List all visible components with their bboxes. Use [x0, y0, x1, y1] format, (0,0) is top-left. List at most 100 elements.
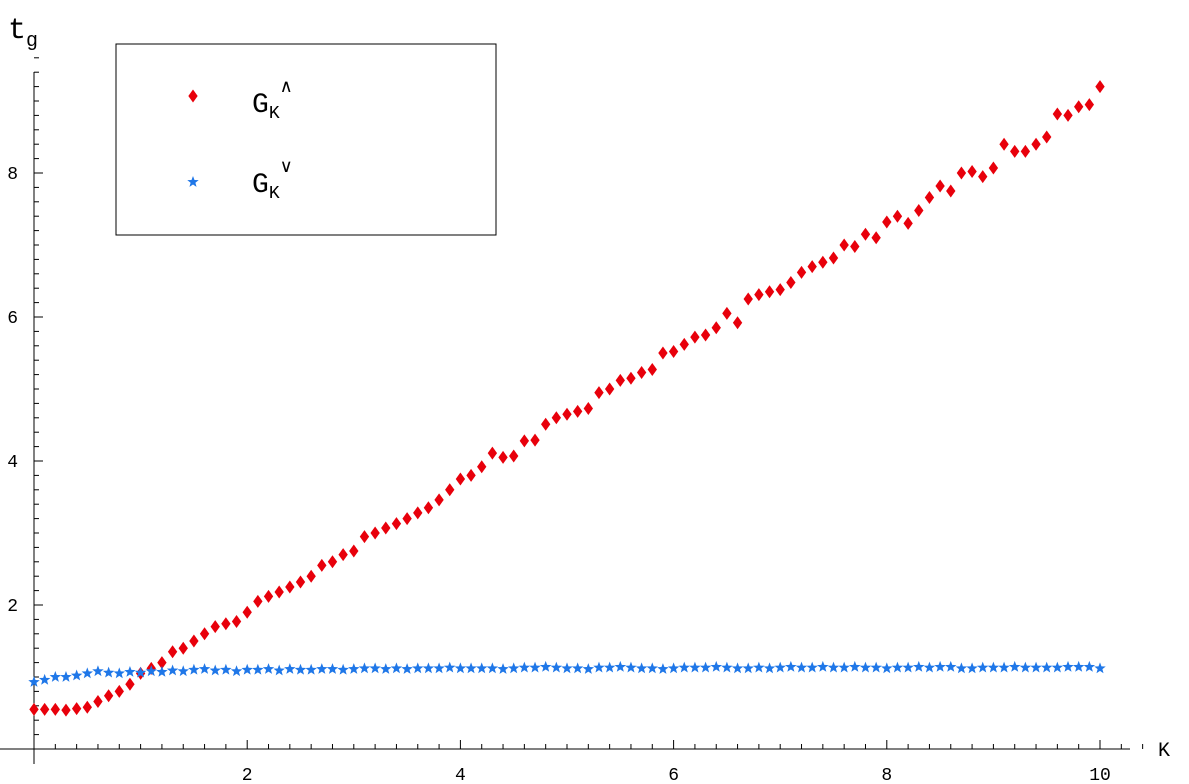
- data-point-diamond: [338, 548, 348, 562]
- data-point-diamond: [487, 446, 498, 460]
- data-point-star: [646, 662, 658, 674]
- data-point-diamond: [1031, 137, 1041, 151]
- data-point-diamond: [999, 137, 1009, 151]
- data-point-star: [966, 662, 978, 674]
- data-point-diamond: [306, 569, 316, 583]
- data-point-star: [721, 661, 733, 673]
- data-point-diamond: [1020, 144, 1031, 158]
- data-point-star: [817, 660, 829, 672]
- data-point-star: [838, 661, 850, 673]
- data-point-star: [273, 664, 285, 676]
- legend-star-marker: [187, 176, 199, 187]
- data-point-star: [92, 665, 104, 677]
- data-point-diamond: [786, 275, 796, 289]
- y-axis-title: tg: [8, 14, 38, 53]
- data-point-star: [753, 661, 765, 673]
- data-point-star: [731, 662, 744, 674]
- data-point-diamond: [732, 316, 743, 330]
- data-point-star: [625, 661, 637, 673]
- data-point-star: [849, 660, 861, 672]
- data-point-diamond: [327, 555, 338, 569]
- data-point-star: [305, 663, 317, 675]
- data-point-star: [401, 663, 413, 674]
- data-point-star: [945, 660, 957, 672]
- data-point-diamond: [349, 544, 359, 558]
- data-point-star: [550, 661, 563, 673]
- data-point-star: [177, 665, 189, 677]
- data-point-star: [571, 662, 584, 674]
- data-point-star: [81, 667, 94, 679]
- data-point-diamond: [61, 703, 71, 717]
- data-point-diamond: [519, 434, 530, 448]
- legend-marker-star: [187, 176, 199, 187]
- data-point-diamond: [572, 404, 583, 418]
- data-point-diamond: [157, 656, 167, 670]
- data-point-star: [198, 663, 211, 674]
- data-point-star: [635, 662, 648, 674]
- data-point-star: [1030, 661, 1042, 673]
- data-point-star: [763, 662, 776, 674]
- data-point-star: [1051, 661, 1064, 673]
- data-point-diamond: [1074, 100, 1084, 114]
- data-point-diamond: [445, 483, 455, 497]
- data-point-star: [1009, 660, 1021, 672]
- data-point-diamond: [93, 694, 103, 708]
- data-point-diamond: [690, 330, 700, 344]
- data-point-star: [465, 662, 477, 674]
- data-point-star: [241, 663, 253, 675]
- data-point-diamond: [967, 165, 977, 179]
- data-point-star: [603, 661, 616, 673]
- data-point-star: [987, 661, 1000, 673]
- data-point-diamond: [1095, 80, 1105, 94]
- data-point-star: [124, 665, 136, 677]
- y-tick-label: 2: [7, 597, 18, 617]
- data-point-star: [667, 662, 680, 674]
- x-tick-label: 10: [1089, 766, 1111, 784]
- x-tick-label: 6: [668, 766, 679, 784]
- data-point-star: [529, 661, 541, 673]
- data-point-star: [252, 663, 264, 675]
- ticks: 2 4 6 8 10 2 4 6 8: [7, 57, 1144, 784]
- data-point-star: [60, 671, 72, 682]
- y-tick-label: 4: [7, 453, 18, 473]
- data-point-diamond: [178, 641, 188, 655]
- data-point-star: [593, 661, 605, 673]
- data-point-star: [977, 661, 989, 673]
- data-point-diamond: [604, 382, 615, 396]
- data-point-star: [70, 669, 83, 681]
- data-point-diamond: [551, 411, 562, 425]
- data-point-diamond: [274, 585, 284, 599]
- data-point-diamond: [317, 558, 327, 572]
- data-point-star: [923, 661, 936, 673]
- data-point-diamond: [125, 677, 135, 691]
- data-point-star: [1094, 662, 1106, 674]
- data-point-diamond: [807, 260, 817, 274]
- data-point-star: [870, 661, 882, 673]
- data-point-star: [795, 661, 808, 673]
- data-point-star: [134, 666, 147, 678]
- data-point-diamond: [711, 321, 721, 335]
- data-point-diamond: [871, 231, 881, 245]
- data-point-diamond: [668, 345, 679, 359]
- data-point-diamond: [754, 288, 764, 302]
- data-point-diamond: [253, 594, 263, 608]
- data-point-star: [497, 663, 509, 674]
- data-point-star: [1040, 661, 1053, 673]
- data-point-diamond: [722, 306, 732, 320]
- x-axis-title: K: [1158, 740, 1170, 763]
- data-point-diamond: [285, 580, 295, 594]
- data-point-diamond: [434, 493, 444, 507]
- data-point-diamond: [167, 645, 178, 659]
- data-point-diamond: [423, 501, 434, 515]
- data-point-star: [369, 662, 381, 674]
- data-point-star: [742, 662, 754, 674]
- x-tick-label: 2: [242, 766, 253, 784]
- data-point-diamond: [860, 227, 871, 241]
- data-point-star: [806, 661, 818, 673]
- data-point-diamond: [1052, 107, 1063, 121]
- data-point-star: [294, 663, 307, 675]
- data-point-diamond: [988, 161, 999, 175]
- data-point-star: [38, 673, 51, 685]
- data-point-star: [156, 665, 168, 677]
- data-point-diamond: [1010, 144, 1020, 158]
